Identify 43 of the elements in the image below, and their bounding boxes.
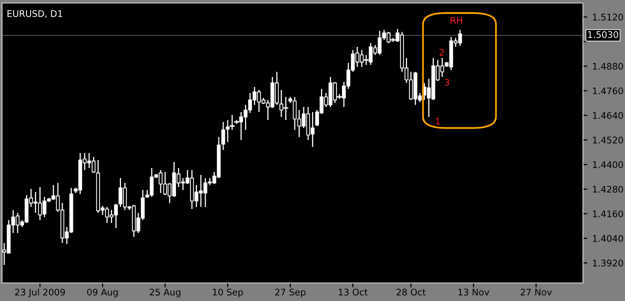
- x-tick-label: 27 Nov: [520, 288, 552, 296]
- candlestick: [203, 177, 208, 208]
- y-tick-label: 1.4520: [593, 136, 624, 144]
- annotation: 1: [436, 118, 440, 124]
- y-tick-label: 1.5120: [593, 14, 624, 20]
- candlestick: [355, 46, 360, 68]
- candlestick: [16, 212, 20, 234]
- candlestick: [270, 76, 274, 109]
- candlestick: [158, 170, 163, 194]
- y-tick-label: 1.4760: [593, 87, 624, 94]
- x-tick-label: 13 Oct: [338, 288, 368, 296]
- candlestick: [440, 57, 444, 78]
- annotation: RH: [450, 17, 462, 24]
- x-tick-label: 28 Oct: [396, 288, 426, 296]
- candlestick: [283, 96, 288, 121]
- candlestick: [274, 71, 279, 106]
- x-tick-label: 09 Aug: [87, 288, 118, 298]
- y-tick-label: 1.4880: [593, 62, 624, 70]
- candlestick: [92, 156, 96, 174]
- y-tick-label: 1.3920: [593, 260, 624, 266]
- text: EURUSD, D1: [8, 10, 62, 18]
- candlestick: [150, 167, 154, 198]
- candlestick: [163, 171, 168, 196]
- x-tick-label: 10 Sep: [213, 288, 243, 298]
- candlestick: [87, 152, 92, 169]
- candlestick: [378, 30, 382, 56]
- annotation: 3: [444, 78, 450, 86]
- annotation: 2: [440, 48, 444, 56]
- x-tick-label: 23 Jul 2009: [15, 288, 65, 298]
- candlestick: [198, 174, 203, 208]
- x-tick-label: 27 Sep: [275, 288, 306, 298]
- y-tick-label: 1.4040: [593, 235, 624, 242]
- y-tick-label: 1.4280: [593, 186, 624, 193]
- y-tick-label: 1.4160: [593, 210, 624, 218]
- y-tick-label: 1.4400: [593, 161, 624, 168]
- ref-line-label: 1.5030: [588, 31, 618, 38]
- candlestick: [292, 96, 297, 130]
- y-tick-label: 1.4640: [593, 112, 624, 119]
- candlestick: [221, 121, 226, 151]
- x-tick-label: 25 Aug: [150, 288, 180, 298]
- candlestick: [306, 106, 310, 140]
- x-tick-label: 13 Nov: [458, 288, 490, 296]
- candlestick: [310, 111, 315, 148]
